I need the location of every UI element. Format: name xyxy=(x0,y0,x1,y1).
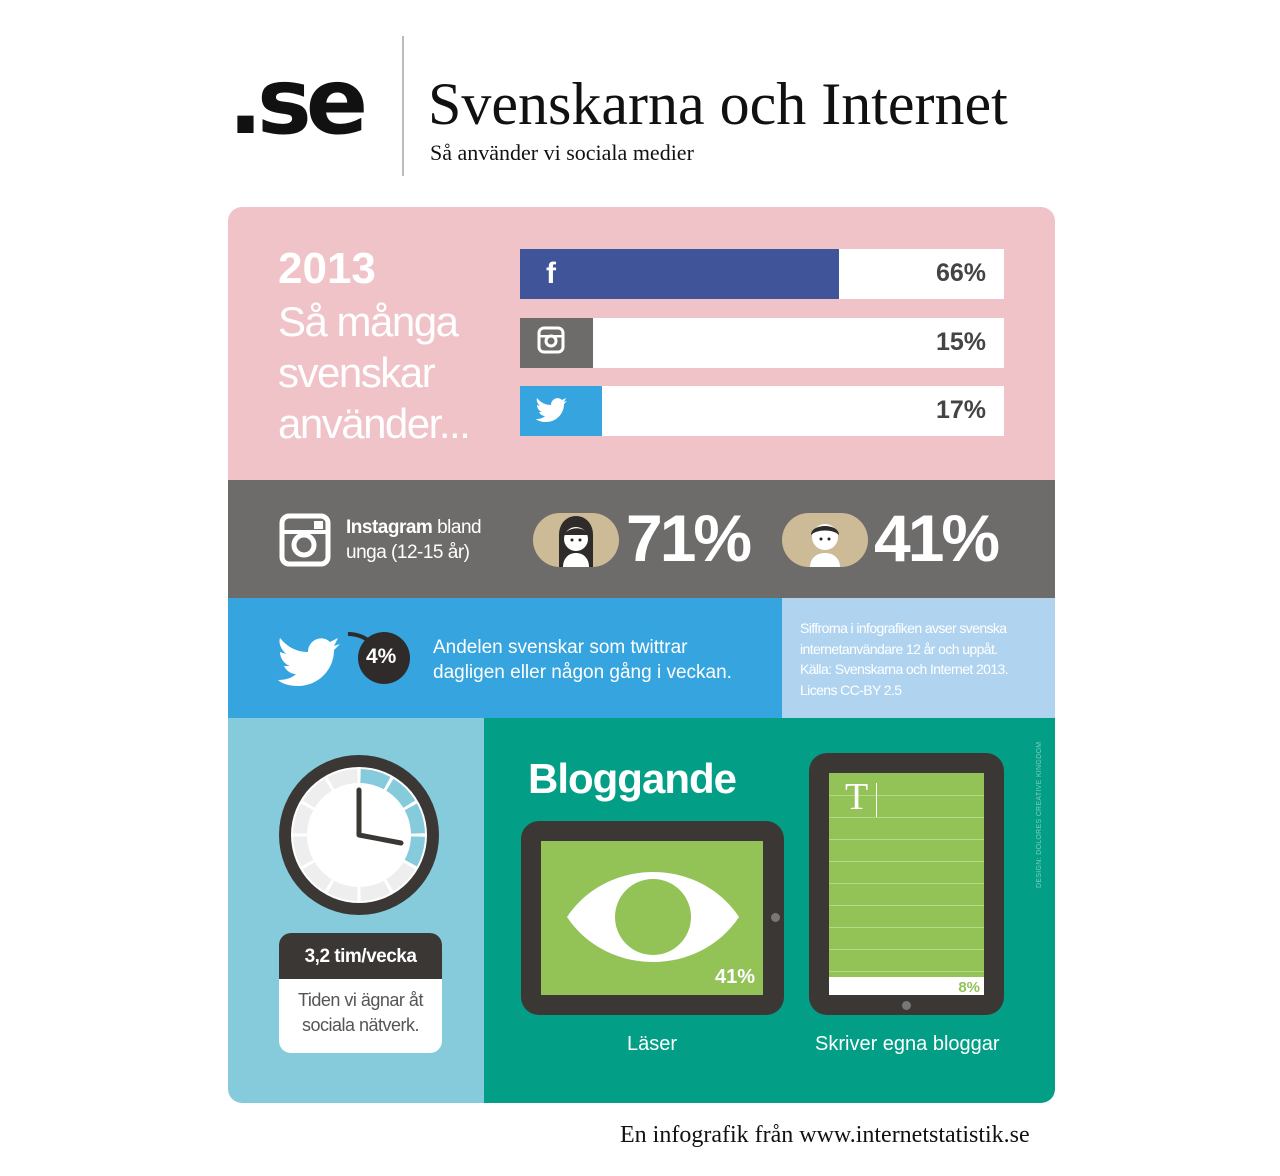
home-button xyxy=(771,913,780,922)
write-pct: 8% xyxy=(958,979,980,996)
instagram-pct: 15% xyxy=(935,328,986,356)
time-value: 3,2 tim/vecka xyxy=(279,933,442,979)
intro-line: svenskar xyxy=(278,349,436,396)
note-panel xyxy=(782,598,1055,718)
notebook-line xyxy=(829,971,984,972)
notebook-line xyxy=(829,795,984,796)
source-note: Siffrorna i infografiken avser svenska i… xyxy=(800,618,1009,700)
notebook-line xyxy=(829,927,984,928)
clock-icon xyxy=(276,752,442,923)
blogging-title: Bloggande xyxy=(528,755,737,802)
year-label: 2013 xyxy=(278,244,376,293)
se-logo: .se xyxy=(228,48,368,155)
instagram-icon xyxy=(534,326,568,360)
girl-icon xyxy=(533,513,619,572)
instagram-icon xyxy=(279,513,331,572)
note-line: Siffrorna i infografiken avser svenska xyxy=(800,620,1007,636)
usage-intro: Så många svenskar använder... xyxy=(278,296,471,449)
desc-line: sociala nätverk. xyxy=(301,1015,420,1035)
writing-area xyxy=(829,773,984,977)
notebook-line xyxy=(829,883,984,884)
facebook-pct: 66% xyxy=(935,259,986,287)
twitter-bird-icon xyxy=(275,630,341,691)
speech-bubble xyxy=(346,632,412,691)
facebook-icon: f xyxy=(546,257,556,290)
label-line2: unga (12-15 år) xyxy=(346,542,470,563)
girls-pct: 71% xyxy=(626,501,752,575)
instagram-bar: 15% xyxy=(520,318,1004,368)
tablet-screen: T 8% xyxy=(829,773,984,996)
note-line: Källa: Svenskarna och Internet 2013. xyxy=(800,661,1009,677)
read-pct: 41% xyxy=(714,966,755,988)
tablet-landscape: 41% xyxy=(521,821,784,1015)
read-label: Läser xyxy=(627,1033,678,1055)
page-subtitle: Så använder vi sociala medier xyxy=(430,140,694,165)
note-line: internetanvändare 12 år och uppåt. xyxy=(800,640,998,657)
notebook-line xyxy=(829,905,984,906)
footer-credit: En infografik från www.internetstatistik… xyxy=(620,1122,1030,1148)
text-cursor: T xyxy=(845,776,869,818)
write-label: Skriver egna bloggar xyxy=(815,1033,1000,1055)
notebook-line xyxy=(829,861,984,862)
notebook-line xyxy=(829,839,984,840)
boys-pct: 41% xyxy=(874,501,1000,575)
instagram-youth-panel xyxy=(228,480,1055,598)
tablet-screen: 41% xyxy=(541,841,763,995)
cursor-bar xyxy=(876,783,877,817)
label-bold: Instagram xyxy=(346,517,433,538)
time-desc: Tiden vi ägnar åt sociala nätverk. xyxy=(279,979,442,1038)
text-line: dagligen eller någon gång i veckan. xyxy=(433,662,732,683)
page-title: Svenskarna och Internet xyxy=(428,71,1008,137)
label-rest: bland xyxy=(437,517,482,538)
text-line: Andelen svenskar som twittrar xyxy=(433,637,688,658)
intro-line: Så många xyxy=(278,298,459,345)
twitter-icon xyxy=(534,394,568,428)
boy-icon xyxy=(782,513,868,572)
facebook-bar: f 66% xyxy=(520,249,1004,299)
twitter-pct: 17% xyxy=(935,396,986,424)
twitter-daily-pct: 4% xyxy=(366,645,397,668)
facebook-bar-fill xyxy=(520,249,840,299)
intro-line: använder... xyxy=(278,400,471,447)
twitter-description: Andelen svenskar som twittrar dagligen e… xyxy=(433,635,732,685)
tablet-portrait: T 8% xyxy=(809,753,1004,1015)
desc-line: Tiden vi ägnar åt xyxy=(298,990,423,1010)
notebook-line xyxy=(829,949,984,950)
instagram-youth-label: Instagram bland unga (12-15 år) xyxy=(346,515,482,565)
time-card: 3,2 tim/vecka Tiden vi ägnar åt sociala … xyxy=(279,933,442,1053)
divider xyxy=(402,36,404,176)
eye-icon xyxy=(567,872,739,962)
design-credit: DESIGN: DOLORES CREATIVE KINGDOM xyxy=(1036,741,1043,888)
note-line: Licens CC-BY 2.5 xyxy=(800,681,902,698)
twitter-bar: 17% xyxy=(520,386,1004,436)
home-button xyxy=(902,1001,911,1010)
notebook-line xyxy=(829,817,984,818)
